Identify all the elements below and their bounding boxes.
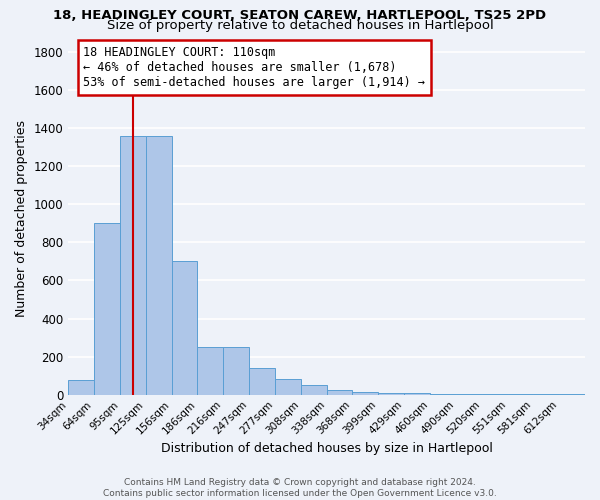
- Bar: [68, 380, 94, 394]
- Bar: [197, 347, 223, 395]
- Text: 18, HEADINGLEY COURT, SEATON CAREW, HARTLEPOOL, TS25 2PD: 18, HEADINGLEY COURT, SEATON CAREW, HART…: [53, 9, 547, 22]
- Bar: [94, 224, 120, 394]
- Bar: [249, 368, 275, 394]
- Bar: [326, 390, 352, 394]
- Bar: [379, 393, 404, 394]
- Text: Size of property relative to detached houses in Hartlepool: Size of property relative to detached ho…: [107, 19, 493, 32]
- Bar: [120, 136, 146, 394]
- Text: Contains HM Land Registry data © Crown copyright and database right 2024.
Contai: Contains HM Land Registry data © Crown c…: [103, 478, 497, 498]
- Bar: [146, 136, 172, 394]
- Bar: [223, 347, 249, 395]
- Text: 18 HEADINGLEY COURT: 110sqm
← 46% of detached houses are smaller (1,678)
53% of : 18 HEADINGLEY COURT: 110sqm ← 46% of det…: [83, 46, 425, 90]
- X-axis label: Distribution of detached houses by size in Hartlepool: Distribution of detached houses by size …: [161, 442, 493, 455]
- Bar: [352, 392, 379, 394]
- Y-axis label: Number of detached properties: Number of detached properties: [15, 120, 28, 317]
- Bar: [172, 262, 197, 394]
- Bar: [301, 385, 326, 394]
- Bar: [404, 393, 430, 394]
- Bar: [275, 380, 301, 394]
